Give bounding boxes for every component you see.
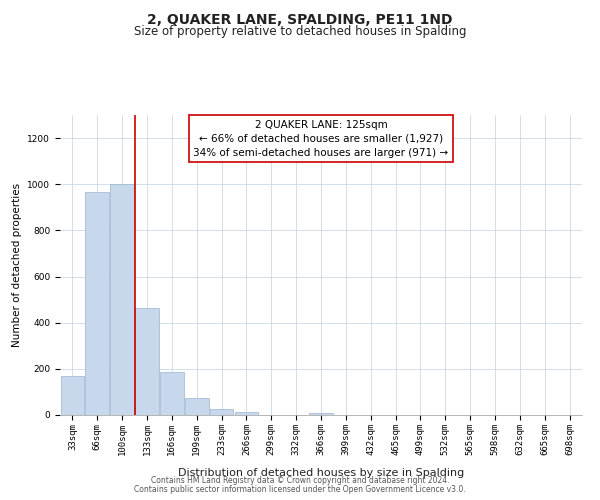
Bar — [85, 192, 109, 415]
Text: 2, QUAKER LANE, SPALDING, PE11 1ND: 2, QUAKER LANE, SPALDING, PE11 1ND — [147, 12, 453, 26]
Bar — [235, 412, 258, 415]
Text: Distribution of detached houses by size in Spalding: Distribution of detached houses by size … — [178, 468, 464, 477]
Bar — [135, 308, 159, 415]
Text: Contains public sector information licensed under the Open Government Licence v3: Contains public sector information licen… — [134, 485, 466, 494]
Bar — [160, 372, 184, 415]
Bar — [309, 412, 333, 415]
Text: Contains HM Land Registry data © Crown copyright and database right 2024.: Contains HM Land Registry data © Crown c… — [151, 476, 449, 485]
Text: Size of property relative to detached houses in Spalding: Size of property relative to detached ho… — [134, 25, 466, 38]
Bar — [210, 409, 233, 415]
Bar — [61, 376, 84, 415]
Bar — [110, 184, 134, 415]
Y-axis label: Number of detached properties: Number of detached properties — [12, 183, 22, 347]
Text: 2 QUAKER LANE: 125sqm
← 66% of detached houses are smaller (1,927)
34% of semi-d: 2 QUAKER LANE: 125sqm ← 66% of detached … — [193, 120, 449, 158]
Bar — [185, 398, 209, 415]
